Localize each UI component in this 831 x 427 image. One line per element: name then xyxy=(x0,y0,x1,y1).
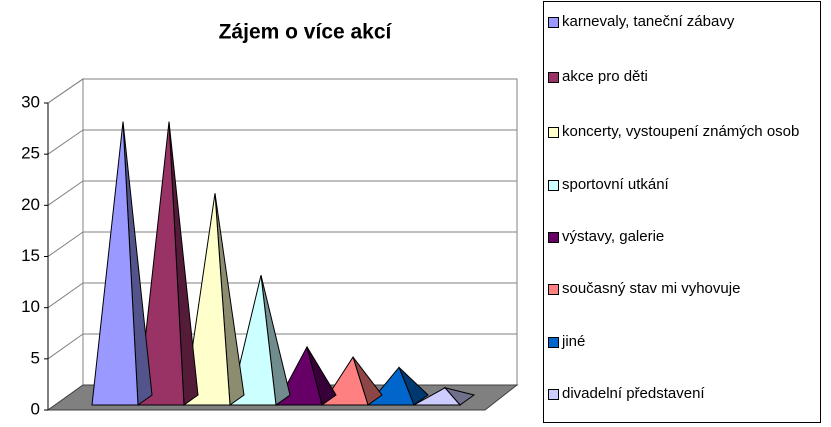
y-tick-label: 15 xyxy=(21,246,40,265)
grid-line xyxy=(47,231,517,257)
legend-label: divadelní představení xyxy=(562,385,705,402)
pyramid-front xyxy=(229,275,277,406)
legend-swatch xyxy=(548,389,559,400)
pyramid-front xyxy=(137,121,185,406)
legend-label: koncerty, vystoupení známých osob xyxy=(562,123,800,140)
y-tick-label: 0 xyxy=(31,399,40,418)
legend-swatch xyxy=(548,337,559,348)
y-tick-label: 30 xyxy=(21,92,40,111)
legend-swatch xyxy=(548,180,559,191)
grid-side xyxy=(47,282,84,309)
legend-swatch xyxy=(548,127,559,138)
legend-item: akce pro děti xyxy=(548,67,818,87)
grid-line xyxy=(47,129,517,155)
pyramid xyxy=(91,121,153,406)
pyramid xyxy=(229,275,291,406)
legend-label: jiné xyxy=(562,333,586,350)
pyramid-front xyxy=(183,193,231,406)
chart-title: Zájem o více akcí xyxy=(219,21,393,44)
y-tick-label: 10 xyxy=(21,297,40,316)
grid-side xyxy=(47,231,84,257)
legend-label: akce pro děti xyxy=(562,68,648,85)
pyramid-front xyxy=(91,121,139,406)
legend-item: karnevaly, taneční zábavy xyxy=(548,12,818,32)
legend-item: sportovní utkání xyxy=(548,175,818,195)
pyramid xyxy=(183,193,245,406)
plot: Zájem o více akcí 0 5 10 15 20 25 30 xyxy=(21,21,519,418)
pyramid-front xyxy=(412,387,462,406)
legend-label: sportovní utkání xyxy=(562,176,669,193)
legend-label: současný stav mi vyhovuje xyxy=(562,280,741,297)
legend-item: jiné xyxy=(548,332,818,352)
legend-item: koncerty, vystoupení známých osob xyxy=(548,122,818,142)
legend-item: výstavy, galerie xyxy=(548,227,818,247)
grid-line xyxy=(47,180,517,206)
grid-side xyxy=(47,333,84,360)
y-tick-label: 5 xyxy=(31,348,40,367)
legend-item: divadelní představení xyxy=(548,384,818,404)
grid-side xyxy=(47,129,84,155)
grid-side xyxy=(47,78,84,104)
legend: karnevaly, taneční zábavy akce pro děti ko… xyxy=(543,1,821,423)
pyramid xyxy=(137,121,199,406)
legend-label: výstavy, galerie xyxy=(562,228,665,245)
legend-swatch xyxy=(548,72,559,83)
legend-label: karnevaly, taneční zábavy xyxy=(562,13,735,30)
legend-swatch xyxy=(548,284,559,295)
pyramid xyxy=(412,386,476,406)
grid-side xyxy=(47,180,84,206)
legend-swatch xyxy=(548,17,559,28)
y-tick-label: 20 xyxy=(21,195,40,214)
y-tick-label: 25 xyxy=(21,144,40,163)
legend-swatch xyxy=(548,232,559,243)
grid-line xyxy=(47,78,517,104)
legend-item: současný stav mi vyhovuje xyxy=(548,279,818,299)
